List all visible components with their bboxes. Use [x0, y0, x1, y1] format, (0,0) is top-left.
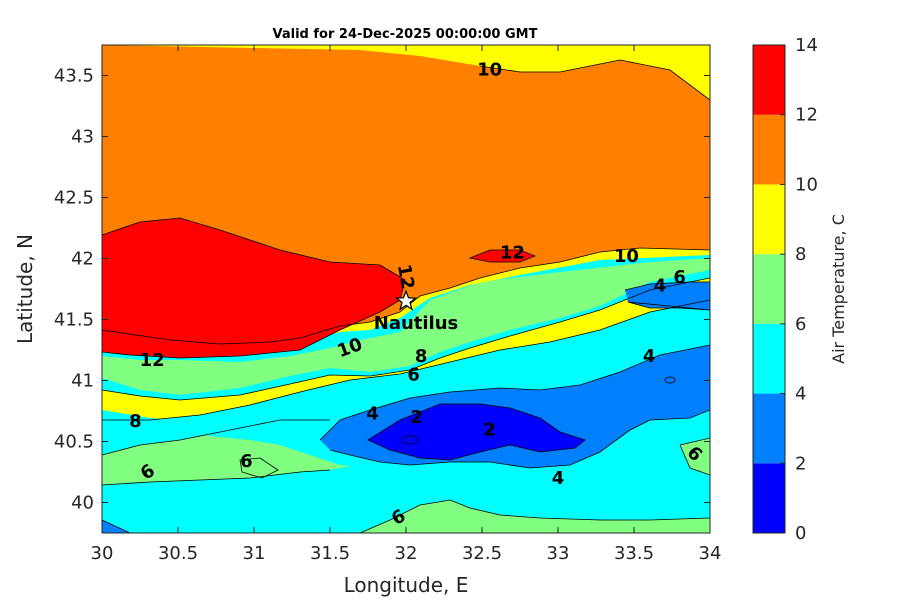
colorbar-tick-label: 12 [795, 105, 818, 126]
y-axis-label: Latitude, N [13, 234, 37, 344]
colorbar-tick-label: 6 [795, 314, 806, 335]
x-tick-label: 33.5 [614, 543, 654, 564]
contour-label: 4 [552, 468, 565, 489]
contour-label: 4 [654, 275, 667, 296]
colorbar-swatch [753, 393, 785, 464]
y-tick-label: 40 [71, 493, 94, 514]
colorbar-tick-label: 10 [795, 174, 818, 195]
band-2-4-east [625, 282, 710, 310]
star-icon [394, 289, 418, 311]
contour-label: 10 [477, 59, 502, 80]
contour-label: 10 [614, 246, 639, 267]
colorbar-swatch [753, 184, 785, 255]
colorbar-swatch [753, 114, 785, 185]
x-tick-label: 34 [699, 543, 722, 564]
x-axis-ticks: 30 30.5 31 31.5 32 32.5 33 33.5 34 [91, 45, 722, 564]
colorbar-swatch [753, 45, 785, 115]
band-12-14-east [470, 250, 535, 262]
x-tick-label: 33 [547, 543, 570, 564]
colorbar-tick-label: 4 [795, 384, 806, 405]
y-tick-label: 43 [71, 127, 94, 148]
x-tick-label: 30.5 [158, 543, 198, 564]
y-tick-label: 41.5 [54, 310, 94, 331]
band-0-2 [368, 404, 585, 460]
contour-label: 12 [500, 242, 525, 263]
contour-label: 12 [393, 263, 418, 291]
colorbar-swatch [753, 254, 785, 324]
contour-label: 6 [240, 451, 253, 472]
contour-label: 8 [129, 411, 142, 432]
nautilus-marker[interactable]: Nautilus [374, 289, 459, 334]
contour-label: 4 [643, 346, 656, 367]
colorbar-tick-label: 2 [795, 453, 806, 474]
contour-label: 2 [410, 407, 423, 428]
contour-label: 8 [415, 346, 428, 367]
y-tick-label: 42 [71, 249, 94, 270]
nautilus-label: Nautilus [374, 313, 459, 334]
contour-label: 12 [140, 350, 165, 371]
colorbar-tick-label: 0 [795, 523, 806, 544]
colorbar-frame [752, 44, 786, 534]
band-6-8-south [360, 500, 710, 533]
y-tick-label: 41 [71, 371, 94, 392]
contour-label: 6 [673, 267, 686, 288]
band-12-14-west [102, 218, 405, 358]
contour-label: 6 [407, 364, 420, 385]
x-axis-label: Longitude, E [344, 573, 469, 597]
y-tick-label: 42.5 [54, 188, 94, 209]
band-6-8-patch [240, 458, 278, 478]
colorbar-label: Air Temperature, C [829, 214, 848, 364]
contour-label: 2 [483, 419, 496, 440]
x-tick-label: 32.5 [462, 543, 502, 564]
colorbar-swatch [753, 323, 785, 394]
colorbar-tick-label: 8 [795, 244, 806, 265]
x-tick-label: 32 [395, 543, 418, 564]
y-tick-label: 43.5 [54, 66, 94, 87]
colorbar-tick-label: 14 [795, 35, 818, 56]
band-6-8-main [102, 258, 710, 395]
contour-label: 4 [366, 403, 379, 424]
band-6-8-east-patch [680, 438, 710, 475]
colorbar: 0 2 4 6 8 10 12 14 [752, 35, 818, 544]
map-title: Valid for 24-Dec-2025 00:00:00 GMT [273, 27, 538, 42]
x-tick-label: 30 [91, 543, 114, 564]
y-tick-label: 40.5 [54, 432, 94, 453]
x-tick-label: 31.5 [310, 543, 350, 564]
x-tick-label: 31 [243, 543, 266, 564]
colorbar-swatch [753, 463, 785, 533]
